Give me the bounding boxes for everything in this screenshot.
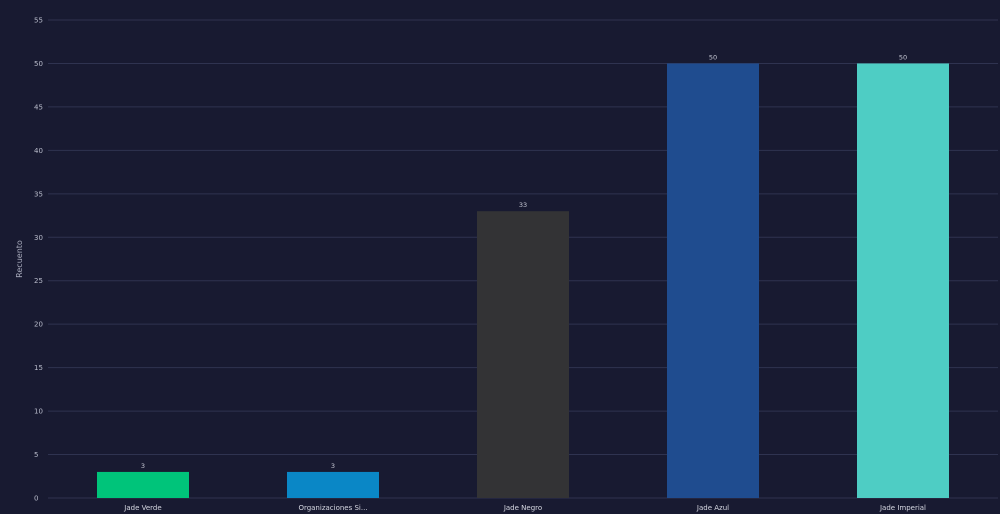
y-tick-label: 0 xyxy=(34,495,38,503)
y-tick-label: 15 xyxy=(34,364,43,372)
data-label-3: 50 xyxy=(709,53,717,61)
y-tick-label: 45 xyxy=(34,103,43,111)
y-tick-label: 30 xyxy=(34,234,43,242)
y-tick-label: 20 xyxy=(34,321,43,329)
data-label-0: 3 xyxy=(141,462,145,470)
data-label-1: 3 xyxy=(331,462,335,470)
y-tick-label: 10 xyxy=(34,408,43,416)
x-tick-label-4: Jade Imperial xyxy=(879,504,926,512)
x-tick-label-1: Organizaciones Si... xyxy=(298,504,367,512)
data-label-4: 50 xyxy=(899,53,907,61)
bar-1[interactable] xyxy=(287,471,379,498)
data-label-2: 33 xyxy=(519,201,527,209)
y-axis-title: Recuento xyxy=(15,240,24,278)
y-tick-label: 35 xyxy=(34,190,43,198)
bars xyxy=(97,63,949,499)
x-tick-label-0: Jade Verde xyxy=(123,504,161,512)
y-tick-label: 25 xyxy=(34,277,43,285)
y-tick-label: 40 xyxy=(34,147,43,155)
y-tick-label: 50 xyxy=(34,60,43,68)
y-axis-ticks: 0 5 10 15 20 25 30 35 40 45 50 55 xyxy=(34,17,43,503)
x-axis-ticks: Jade Verde Organizaciones Si... Jade Negro… xyxy=(123,504,926,512)
bar-3[interactable] xyxy=(667,63,759,499)
y-tick-label: 5 xyxy=(34,451,38,459)
x-tick-label-3: Jade Azul xyxy=(696,504,729,512)
bar-2[interactable] xyxy=(477,211,569,498)
bar-0[interactable] xyxy=(97,471,189,498)
bar-4[interactable] xyxy=(857,63,949,499)
y-tick-label: 55 xyxy=(34,17,43,25)
x-tick-label-2: Jade Negro xyxy=(503,504,542,512)
